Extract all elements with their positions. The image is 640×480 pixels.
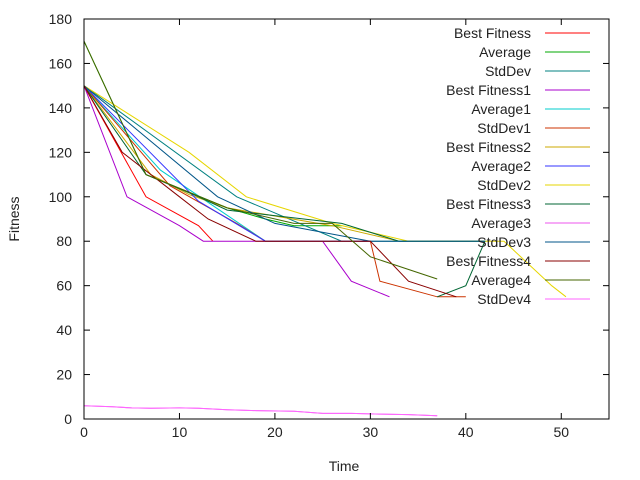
legend-entry-label: StdDev4 (477, 291, 531, 307)
legend-entry-label: StdDev3 (477, 234, 531, 250)
legend-entry-label: Best Fitness3 (446, 196, 531, 212)
y-tick-label: 160 (49, 55, 73, 71)
legend: Best Fitness Average StdDev Best Fitness1 Av… (446, 25, 590, 307)
x-tick-label: 0 (80, 424, 88, 440)
y-tick-label: 180 (49, 11, 73, 27)
series-line (83, 85, 466, 298)
y-tick-label: 0 (64, 411, 72, 427)
y-tick-label: 20 (56, 367, 72, 383)
series-line (83, 85, 214, 242)
x-tick-label: 50 (553, 424, 569, 440)
series-line (83, 85, 485, 242)
series-line (83, 85, 457, 298)
series-layer (83, 40, 567, 417)
legend-entry-label: StdDev2 (477, 177, 531, 193)
y-tick-label: 140 (49, 100, 73, 116)
x-tick-label: 20 (267, 424, 283, 440)
x-tick-label: 30 (363, 424, 379, 440)
legend-entry-label: Average4 (471, 272, 531, 288)
legend-entry-label: StdDev1 (477, 120, 531, 136)
legend-entry-label: StdDev (485, 63, 531, 79)
legend-entry-label: Average1 (471, 101, 531, 117)
legend-entry-label: Average3 (471, 215, 531, 231)
y-tick-label: 80 (56, 233, 72, 249)
legend-entry-label: Best Fitness (454, 25, 531, 41)
legend-entry-label: Best Fitness1 (446, 82, 531, 98)
axes-layer: 0 10 20 30 40 50 0 20 40 60 80 100 120 140 160 180 (49, 11, 610, 440)
legend-entry-label: Best Fitness2 (446, 139, 531, 155)
y-axis-label: Fitness (6, 196, 22, 241)
y-tick-label: 60 (56, 278, 72, 294)
x-axis-label: Time (329, 458, 360, 474)
y-tick-label: 120 (49, 144, 73, 160)
series-line (83, 85, 486, 298)
legend-entry-label: Average2 (471, 158, 531, 174)
legend-entry-label: Best Fitness4 (446, 253, 531, 269)
x-tick-label: 40 (458, 424, 474, 440)
series-line (83, 40, 342, 227)
y-tick-label: 100 (49, 189, 73, 205)
y-tick-label: 40 (56, 322, 72, 338)
series-line (83, 40, 438, 280)
legend-entry-label: Average (479, 44, 531, 60)
series-line (83, 405, 438, 417)
x-tick-label: 10 (172, 424, 188, 440)
series-line (83, 85, 390, 298)
series-line (83, 85, 400, 242)
plot-border (83, 18, 610, 420)
